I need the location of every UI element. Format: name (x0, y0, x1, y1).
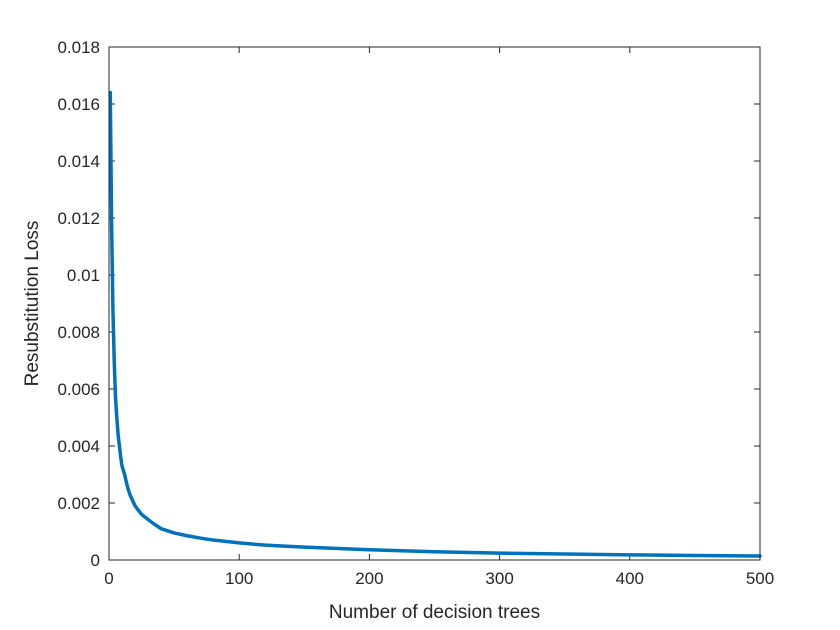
x-tick-label: 500 (746, 569, 774, 588)
x-tick-label: 200 (355, 569, 383, 588)
series-line (108, 90, 762, 558)
y-tick-label: 0.014 (57, 152, 100, 171)
plot-background (109, 47, 760, 560)
y-axis-ticks: 0 0.002 0.004 0.006 0.008 0.01 0.012 0.014 0.016… (57, 38, 760, 570)
x-tick-label: 400 (616, 569, 644, 588)
y-tick-label: 0.01 (67, 266, 100, 285)
x-axis-ticks: 0 100 200 300 400 500 (104, 47, 774, 588)
y-tick-label: 0.012 (57, 209, 100, 228)
x-tick-label: 0 (104, 569, 113, 588)
x-axis-label: Number of decision trees (329, 602, 540, 623)
x-tick-label: 300 (485, 569, 513, 588)
x-tick-label: 100 (225, 569, 253, 588)
y-tick-label: 0.016 (57, 95, 100, 114)
y-tick-label: 0 (91, 551, 100, 570)
y-tick-label: 0.002 (57, 494, 100, 513)
plot-frame (108, 46, 761, 561)
y-tick-label: 0.006 (57, 380, 100, 399)
y-tick-label: 0.018 (57, 38, 100, 57)
y-axis-label: Resubstitution Loss (22, 221, 43, 387)
y-tick-label: 0.008 (57, 323, 100, 342)
y-tick-label: 0.004 (57, 437, 100, 456)
